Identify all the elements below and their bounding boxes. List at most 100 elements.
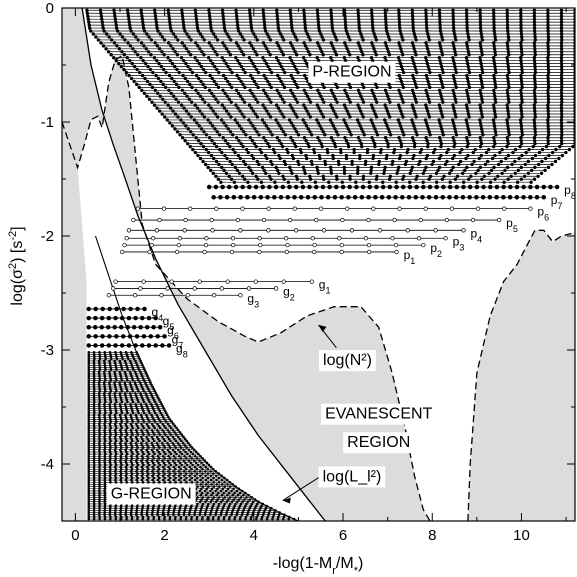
p-mode-point — [141, 58, 145, 63]
g-mode-2-point — [138, 286, 143, 291]
g-mode-point — [103, 398, 107, 402]
g-mode-point — [97, 441, 101, 445]
p-mode-point — [224, 124, 228, 128]
g-mode-point — [97, 402, 101, 406]
p-mode-point — [208, 23, 213, 27]
g-mode-point — [222, 504, 226, 508]
p-mode-point — [148, 67, 153, 72]
g-mode-point — [232, 487, 235, 491]
p-mode-point — [215, 115, 220, 119]
g-mode-point — [97, 359, 101, 363]
p-mode-point — [256, 177, 260, 181]
p-mode-7-point — [494, 194, 499, 200]
p-mode-point — [452, 44, 456, 48]
g-mode-point — [134, 441, 138, 445]
p-mode-point — [166, 11, 171, 15]
g-mode-point — [103, 461, 107, 465]
g-mode-point — [177, 511, 181, 514]
g-mode-point — [103, 485, 107, 488]
g-mode-point — [120, 480, 123, 484]
p-mode-point — [189, 100, 194, 104]
g-mode-point — [109, 439, 112, 443]
g-mode-point — [161, 474, 165, 478]
p-mode-point — [519, 109, 524, 113]
p-mode-point — [332, 141, 337, 146]
p-mode-point — [438, 91, 443, 95]
g-mode-point — [92, 363, 96, 367]
g-mode-point — [164, 426, 167, 430]
g-mode-point — [144, 392, 147, 395]
g-mode-point — [207, 496, 210, 499]
g-mode-point — [92, 509, 96, 512]
p-mode-point — [229, 85, 234, 90]
p-mode-point — [546, 94, 550, 98]
p-mode-point — [546, 29, 550, 33]
g-mode-point — [87, 420, 91, 423]
p-mode-point — [410, 136, 415, 140]
p-mode-point — [410, 103, 414, 107]
p-mode-point — [282, 177, 286, 181]
p-mode-point — [238, 32, 243, 36]
p-mode-point — [348, 38, 352, 42]
p-mode-point — [101, 44, 106, 48]
g-mode-point — [222, 517, 226, 521]
p-mode-point — [309, 85, 313, 90]
x-tick-label: 10 — [513, 527, 530, 544]
p-mode-point — [358, 124, 362, 128]
p-mode-point — [401, 177, 405, 181]
g-mode-point — [124, 385, 128, 389]
g-mode-point — [157, 437, 160, 441]
p-mode-point — [268, 115, 273, 119]
p-mode-point — [532, 91, 537, 95]
p-mode-point — [162, 67, 166, 72]
g-mode-point — [246, 513, 249, 517]
g-mode-point — [103, 454, 107, 458]
g-mode-point — [141, 457, 145, 460]
g-mode-point — [103, 372, 106, 376]
g-mode-point — [204, 509, 208, 512]
g-mode-point — [125, 457, 129, 460]
p-mode-point — [304, 153, 308, 158]
p-mode-point — [357, 20, 361, 24]
p-mode-point — [533, 112, 537, 116]
p-mode-point — [391, 159, 395, 164]
p-mode-point — [519, 136, 523, 140]
p-mode-point — [453, 97, 458, 101]
p-mode-8-point — [233, 184, 239, 190]
p-mode-point — [212, 94, 216, 98]
p-mode-point — [87, 23, 91, 27]
p-mode-point — [322, 100, 326, 104]
g-mode-point — [114, 385, 117, 389]
p-mode-point — [377, 162, 381, 167]
g-mode-point — [103, 433, 107, 436]
p-mode-point — [392, 150, 396, 155]
p-mode-point — [426, 79, 430, 84]
p-mode-point — [175, 130, 180, 134]
g-mode-point — [139, 372, 143, 376]
p-mode-1-point — [284, 249, 289, 255]
p-mode-point — [198, 47, 202, 51]
g-mode-point — [204, 478, 208, 482]
p-mode-4-point — [238, 228, 243, 233]
p-mode-7-point — [238, 194, 243, 200]
p-mode-point — [114, 23, 118, 27]
p-mode-point — [137, 70, 142, 75]
p-mode-point — [129, 76, 134, 81]
g-mode-point — [108, 448, 112, 452]
g-mode-point — [203, 489, 207, 493]
p-mode-point — [332, 47, 336, 51]
g-mode-point — [217, 476, 221, 480]
g-mode-3-point — [159, 293, 164, 298]
g-mode-point — [98, 385, 101, 389]
p-mode-point — [333, 144, 338, 149]
g-mode-point — [109, 457, 112, 460]
g-mode-point — [146, 418, 150, 421]
p-mode-point — [348, 100, 352, 104]
g-mode-point — [188, 465, 192, 469]
g-mode-point — [152, 409, 156, 413]
p-mode-point — [247, 8, 252, 12]
p-mode-point — [133, 64, 137, 69]
g-mode-point — [103, 409, 107, 413]
g-mode-point — [156, 511, 160, 514]
g-mode-point — [210, 506, 214, 510]
